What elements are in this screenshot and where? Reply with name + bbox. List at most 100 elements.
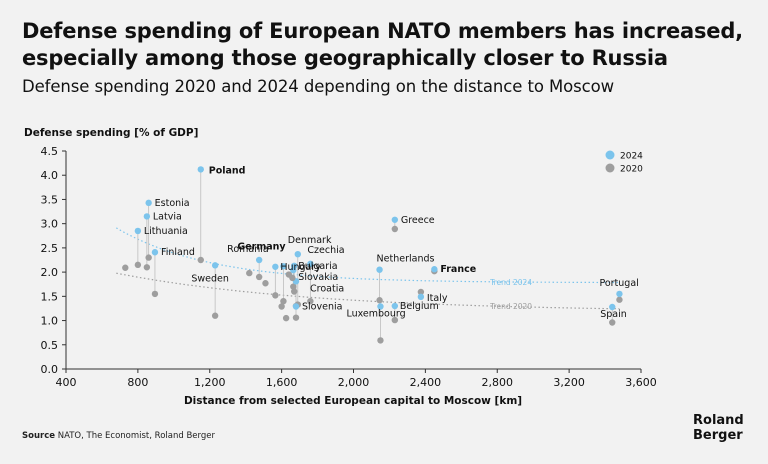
legend-label: 2020 xyxy=(620,165,643,175)
country-label: Bulgaria xyxy=(298,261,337,272)
logo-line-1: Roland xyxy=(693,413,744,428)
y-tick-label: 0.0 xyxy=(41,363,59,376)
country-label: Slovenia xyxy=(302,302,342,313)
point-2020 xyxy=(197,256,204,264)
country-label: Finland xyxy=(161,247,195,258)
y-tick-label: 2.0 xyxy=(41,266,59,279)
point-2024 xyxy=(609,303,616,311)
point-2024 xyxy=(616,290,623,298)
point-2024 xyxy=(134,227,142,235)
point-2024 xyxy=(272,263,279,270)
logo-line-2: Berger xyxy=(693,428,743,443)
point-2024 xyxy=(211,262,219,269)
trend-label-2020: Trend 2020 xyxy=(489,302,532,311)
point-2020 xyxy=(292,314,300,321)
x-tick-label: 800 xyxy=(127,376,148,389)
y-tick-label: 2.5 xyxy=(41,242,59,255)
point-layer xyxy=(122,166,623,344)
x-tick-label: 1,200 xyxy=(194,376,226,389)
y-tick-label: 0.5 xyxy=(41,339,59,352)
trend-line-2020 xyxy=(116,272,620,310)
point-2020 xyxy=(291,288,298,295)
country-label: Luxembourg xyxy=(346,309,405,320)
point-2020 xyxy=(143,264,151,271)
point-2024 xyxy=(143,213,151,220)
point-2020 xyxy=(417,288,425,296)
point-2020 xyxy=(272,292,279,299)
point-2024 xyxy=(307,260,314,268)
legend: 2024 2020 xyxy=(605,150,643,175)
country-label: Portugal xyxy=(599,278,638,289)
point-2020 xyxy=(616,296,623,303)
x-tick-label: 2,000 xyxy=(338,376,370,389)
point-2020 xyxy=(290,283,297,290)
source-text: NATO, The Economist, Roland Berger xyxy=(55,431,215,441)
trend-layer: Trend 2024 Trend 2020 xyxy=(115,227,620,311)
country-label: Romania xyxy=(227,244,269,255)
point-2024 xyxy=(145,199,152,207)
label-layer: Poland Estonia Latvia Lithuania Finland Swede… xyxy=(144,165,639,320)
point-2020 xyxy=(262,280,269,287)
y-tick-label: 1.5 xyxy=(41,290,59,303)
x-tick-label: 3,600 xyxy=(625,376,657,389)
point-2024 xyxy=(294,250,301,258)
country-label: Greece xyxy=(401,215,435,226)
country-label: Croatia xyxy=(310,283,344,294)
axis-layer: 400 800 1,200 1,600 2,000 2,400 2,800 3,200 3,60… xyxy=(41,145,657,389)
point-2020 xyxy=(278,303,285,310)
point-2024 xyxy=(290,266,297,274)
country-label: Lithuania xyxy=(144,226,188,237)
point-2024 xyxy=(151,249,159,256)
country-label: Czechia xyxy=(307,245,344,256)
point-2020 xyxy=(307,297,314,305)
point-2020 xyxy=(280,297,287,305)
point-2020 xyxy=(151,290,159,298)
country-label: Slovakia xyxy=(298,272,338,283)
y-tick-label: 4.0 xyxy=(41,169,59,182)
company-logo: Roland Berger xyxy=(693,413,744,443)
point-2020 xyxy=(145,254,152,261)
country-label: Poland xyxy=(209,165,246,176)
point-2024 xyxy=(292,303,300,310)
country-label: Denmark xyxy=(288,235,332,246)
x-axis-title: Distance from selected European capital … xyxy=(184,395,522,407)
point-2024 xyxy=(376,266,383,273)
legend-marker xyxy=(605,163,615,173)
x-tick-label: 2,800 xyxy=(482,376,514,389)
point-2020 xyxy=(609,319,616,326)
country-label: Belgium xyxy=(400,301,439,312)
y-axis-title: Defense spending [% of GDP] xyxy=(24,127,198,139)
point-2020 xyxy=(391,225,399,233)
country-label: Germany xyxy=(237,241,286,252)
chart-title: Defense spending of European NATO member… xyxy=(22,19,743,70)
point-2020 xyxy=(289,274,296,282)
point-2024 xyxy=(391,216,399,223)
country-label: Spain xyxy=(600,309,627,320)
x-tick-label: 2,400 xyxy=(410,376,442,389)
y-tick-label: 3.5 xyxy=(41,193,59,206)
source-note: Source NATO, The Economist, Roland Berge… xyxy=(22,431,215,441)
point-2024 xyxy=(280,263,287,270)
x-tick-label: 400 xyxy=(56,376,77,389)
country-label: Italy xyxy=(427,293,448,304)
legend-label: 2024 xyxy=(620,152,643,162)
point-2024 xyxy=(391,302,399,310)
point-2024 xyxy=(197,166,204,173)
point-2024 xyxy=(255,256,263,264)
x-tick-label: 3,200 xyxy=(553,376,585,389)
country-label: Hungary xyxy=(280,262,321,273)
country-label: Netherlands xyxy=(377,254,435,265)
y-tick-label: 1.0 xyxy=(41,315,59,328)
point-2024 xyxy=(377,303,384,310)
y-tick-label: 3.0 xyxy=(41,218,59,231)
point-2020 xyxy=(391,316,399,324)
point-2020 xyxy=(246,269,253,277)
country-label: Sweden xyxy=(191,273,229,284)
point-2020 xyxy=(282,314,290,322)
point-2020 xyxy=(376,297,383,304)
x-tick-label: 1,600 xyxy=(266,376,298,389)
point-2024 xyxy=(417,293,425,301)
country-label: France xyxy=(440,264,476,275)
country-label: Latvia xyxy=(153,211,182,222)
